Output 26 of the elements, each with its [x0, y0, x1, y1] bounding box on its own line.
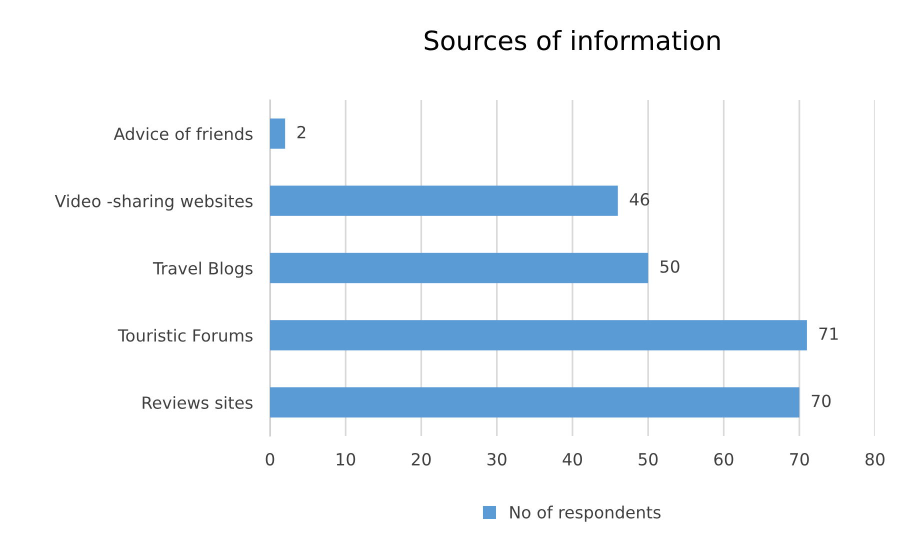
x-tick-label: 0: [266, 452, 274, 466]
y-tick-label: Travel Blogs: [152, 262, 253, 278]
data-label: 50: [660, 260, 680, 273]
bar: [270, 387, 800, 418]
bar: [270, 118, 286, 149]
data-label: 70: [812, 394, 831, 408]
bar: [270, 186, 618, 216]
y-tick-label: Advice of friends: [114, 127, 253, 140]
legend-label: No of respondents: [510, 506, 661, 522]
data-label: 46: [630, 193, 650, 206]
x-tick-label: 50: [638, 452, 658, 466]
data-label: 71: [819, 328, 838, 340]
x-tick-label: 80: [866, 452, 884, 466]
x-tick-label: 30: [488, 452, 506, 466]
bar: [270, 320, 807, 350]
y-tick-label: Video -sharing websites: [54, 194, 253, 211]
data-label: 2: [297, 126, 306, 138]
x-tick-label: 20: [412, 452, 431, 466]
y-tick-label: Reviews sites: [142, 396, 253, 409]
x-tick-label: 60: [714, 452, 734, 466]
x-tick-label: 70: [790, 452, 809, 466]
x-tick-label: 40: [562, 452, 582, 466]
y-tick-label: Touristic Forums: [118, 328, 253, 342]
x-tick-label: 10: [336, 452, 356, 466]
bar: [270, 252, 648, 284]
chart-title: Sources of information: [424, 30, 720, 50]
